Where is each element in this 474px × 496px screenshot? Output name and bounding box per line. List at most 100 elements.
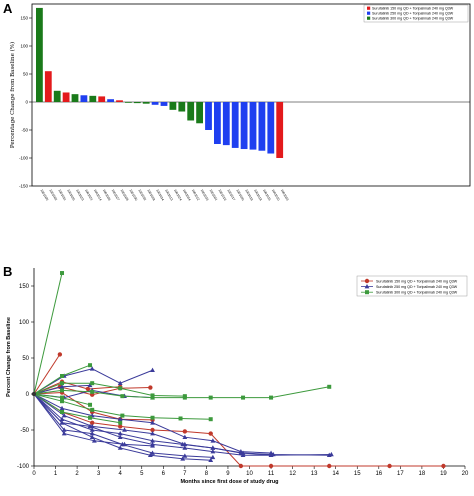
legend-label: Surufatinib 250 mg QD + Toripalimab 240 … xyxy=(376,285,458,289)
data-point-circle xyxy=(238,463,244,469)
data-point-square xyxy=(208,395,213,400)
bar-id-label: 1001002 xyxy=(48,189,58,202)
bar-id-label: 1001018 xyxy=(253,189,263,202)
legend-label: Surufatinib 300 mg QD + Toripalimab 240 … xyxy=(376,291,458,295)
data-point-square xyxy=(88,402,93,407)
bar-id-label: 1001034 xyxy=(155,189,165,202)
x-tick-label: 19 xyxy=(440,471,447,477)
y-tick-label: 0 xyxy=(25,100,28,105)
legend-label: Surufatinib 150 mg QD + Toripalimab 240 … xyxy=(372,7,454,11)
data-point-square xyxy=(150,393,155,398)
data-point-triangle xyxy=(122,441,127,447)
data-point-triangle xyxy=(150,420,155,425)
series-line xyxy=(33,393,444,467)
data-point-square xyxy=(60,271,65,276)
data-point-circle xyxy=(150,427,155,433)
x-axis-label: Months since first dose of study drug xyxy=(180,479,278,485)
data-point-triangle xyxy=(150,438,155,443)
data-point-triangle xyxy=(210,438,216,443)
data-point-square xyxy=(208,417,213,422)
data-point-triangle xyxy=(182,453,188,458)
data-point-square xyxy=(150,415,155,420)
data-point-square xyxy=(241,395,246,400)
y-tick-label: 150 xyxy=(20,16,28,21)
bar xyxy=(133,102,141,104)
panel-b-label: B xyxy=(3,264,12,279)
data-point-triangle xyxy=(59,420,65,425)
data-point-triangle xyxy=(240,452,246,457)
y-tick-label: -100 xyxy=(17,464,30,470)
data-point-triangle xyxy=(117,431,123,436)
legend-swatch xyxy=(367,6,371,10)
x-tick-label: 3 xyxy=(97,471,101,477)
bar-id-label: 1001032 xyxy=(137,189,147,202)
bar xyxy=(62,92,70,102)
x-tick-label: 0 xyxy=(32,471,36,477)
bar-id-label: 1001013 xyxy=(164,189,174,202)
bar xyxy=(80,95,88,102)
data-point-triangle xyxy=(150,450,155,455)
x-tick-label: 18 xyxy=(419,471,426,477)
bar-id-label: 1001003 xyxy=(280,189,290,202)
data-point-triangle xyxy=(61,413,67,418)
data-point-square xyxy=(365,290,369,295)
y-tick-label: -150 xyxy=(19,184,29,189)
series-line xyxy=(33,272,63,395)
data-point-triangle xyxy=(87,423,93,429)
bar xyxy=(151,102,159,105)
bar xyxy=(160,102,168,106)
data-point-triangle xyxy=(122,427,127,432)
bar-id-label: 1001030 xyxy=(129,189,139,202)
data-point-triangle xyxy=(61,427,67,432)
data-point-circle xyxy=(268,463,274,469)
data-point-triangle xyxy=(117,434,123,439)
y-axis-label: Percentage Change from Baseline (%) xyxy=(9,42,16,148)
bar-id-label: 1001005 xyxy=(40,189,50,202)
x-tick-label: 20 xyxy=(462,471,469,477)
data-point-circle xyxy=(364,278,370,284)
bar-id-label: 1001020 xyxy=(235,189,245,202)
data-point-circle xyxy=(208,431,213,436)
series-line xyxy=(33,381,121,395)
data-point-triangle xyxy=(117,445,123,450)
x-tick-label: 17 xyxy=(397,471,404,477)
data-point-triangle xyxy=(59,405,65,411)
x-tick-label: 4 xyxy=(119,471,123,477)
x-tick-label: 2 xyxy=(75,471,79,477)
data-point-triangle xyxy=(89,366,95,371)
bar-id-label: 1001004 xyxy=(182,189,192,202)
data-point-square xyxy=(90,407,95,412)
x-tick-label: 15 xyxy=(354,471,361,477)
data-point-square xyxy=(90,389,95,394)
legend-label: Surufatinib 250 mg QD + Toripalimab 240 … xyxy=(372,12,454,16)
bar xyxy=(116,100,123,102)
data-point-square xyxy=(150,395,155,400)
bar xyxy=(142,102,150,104)
data-point-triangle xyxy=(210,445,216,450)
data-point-circle xyxy=(118,424,123,429)
bar xyxy=(107,99,114,102)
data-point-triangle xyxy=(210,449,216,454)
legend-label: Surufatinib 300 mg QD + Toripalimab 240 … xyxy=(372,17,454,21)
data-point-triangle xyxy=(150,367,155,373)
legend-box xyxy=(363,4,469,23)
bar-id-label: 1001014 xyxy=(93,189,103,202)
bar xyxy=(205,102,212,130)
bar-id-label: 1001006 xyxy=(102,189,112,202)
data-point-triangle xyxy=(364,284,370,289)
y-tick-label: 100 xyxy=(20,44,28,49)
data-point-triangle xyxy=(208,457,214,463)
y-tick-label: 150 xyxy=(19,284,30,290)
x-tick-label: 8 xyxy=(205,471,209,477)
data-point-square xyxy=(120,413,125,418)
data-point-square xyxy=(60,374,65,378)
series-line xyxy=(33,382,185,397)
baseline-point xyxy=(31,391,37,397)
y-tick-label: -100 xyxy=(19,156,29,161)
data-point-triangle xyxy=(180,441,186,447)
bar-id-label: 1001016 xyxy=(218,189,228,202)
bar xyxy=(240,102,248,150)
series-line xyxy=(33,386,330,399)
data-point-triangle xyxy=(147,452,153,457)
